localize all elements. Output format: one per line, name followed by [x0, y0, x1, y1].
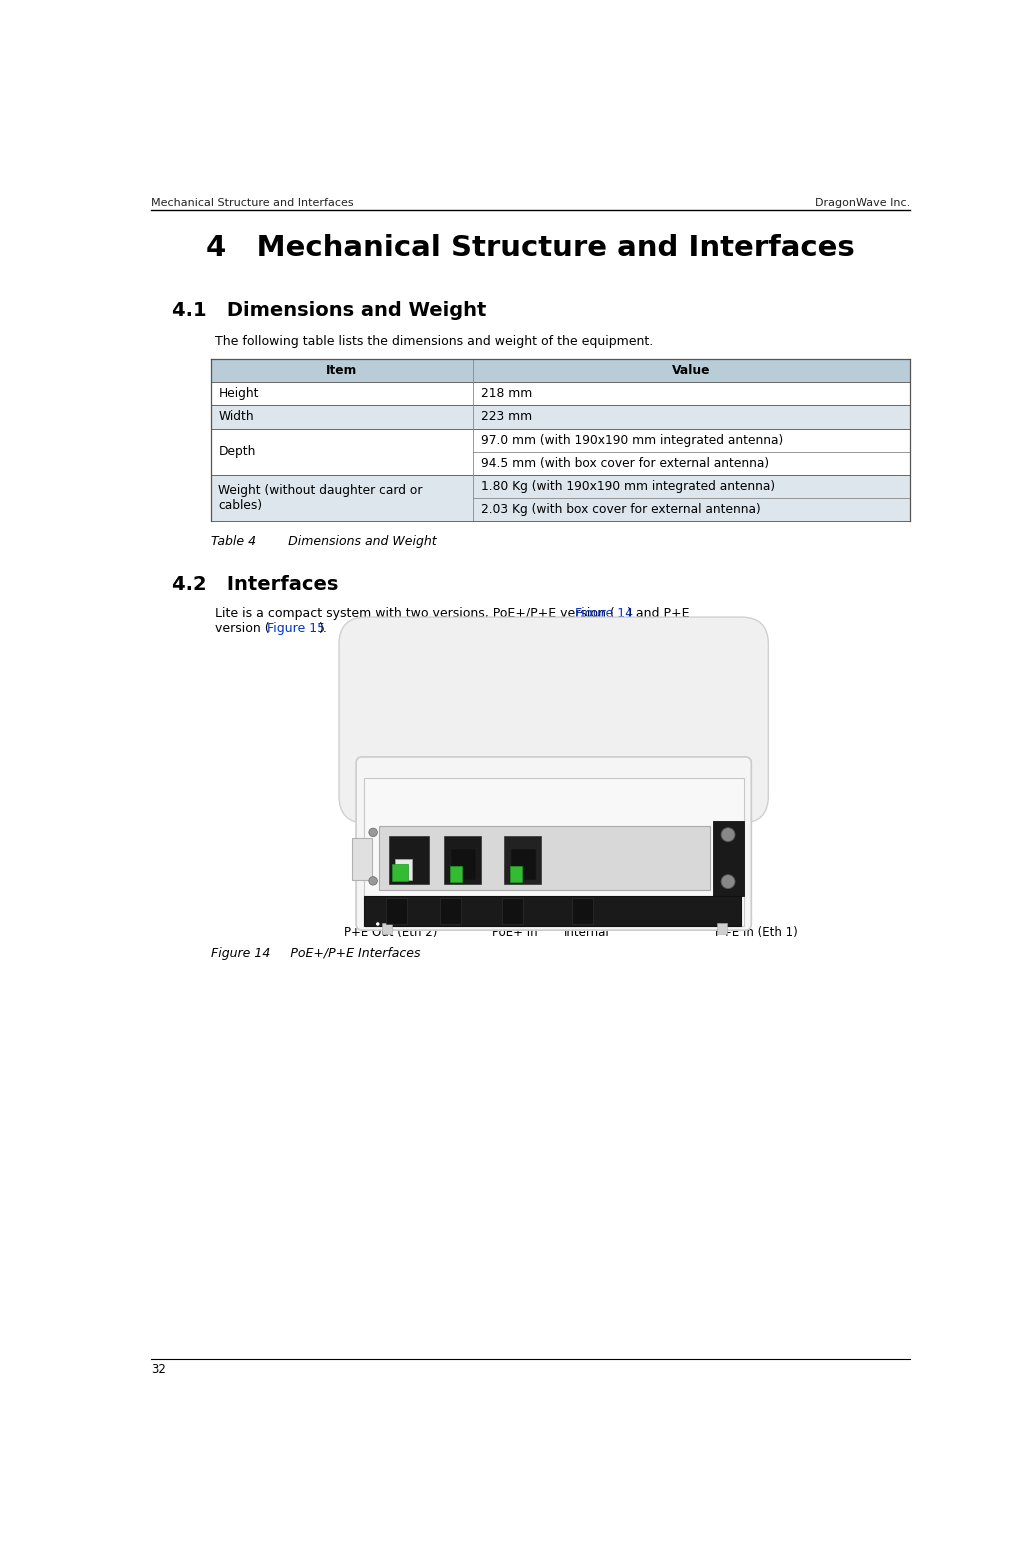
Bar — [382, 923, 391, 934]
Text: version (: version ( — [214, 622, 269, 635]
Text: Table 4        Dimensions and Weight: Table 4 Dimensions and Weight — [211, 535, 437, 548]
Bar — [379, 826, 710, 890]
Bar — [511, 850, 536, 881]
Bar — [364, 896, 741, 926]
Text: Width: Width — [218, 411, 255, 423]
Text: Lite is a compact system with two versions, PoE+/P+E version (: Lite is a compact system with two versio… — [214, 607, 615, 621]
Text: Value: Value — [672, 364, 711, 377]
Bar — [444, 836, 481, 884]
Text: 97.0 mm (with 190x190 mm integrated antenna): 97.0 mm (with 190x190 mm integrated ante… — [480, 434, 782, 447]
Text: 4.1   Dimensions and Weight: 4.1 Dimensions and Weight — [172, 300, 486, 319]
Circle shape — [376, 921, 380, 926]
Text: P+E Out (Eth 2): P+E Out (Eth 2) — [345, 926, 438, 938]
Bar — [509, 867, 522, 882]
Text: Figure 14     PoE+/P+E Interfaces: Figure 14 PoE+/P+E Interfaces — [211, 948, 420, 960]
Bar — [211, 428, 910, 475]
Circle shape — [721, 874, 735, 888]
Text: ) and P+E: ) and P+E — [627, 607, 689, 621]
Text: 1.80 Kg (with 190x190 mm integrated antenna): 1.80 Kg (with 190x190 mm integrated ante… — [480, 479, 775, 493]
Bar — [394, 859, 412, 881]
Bar — [364, 778, 743, 926]
Bar — [450, 867, 463, 882]
Text: 32: 32 — [151, 1363, 166, 1376]
Bar — [211, 406, 910, 428]
Text: PoE+ In: PoE+ In — [492, 926, 538, 938]
Bar — [392, 864, 408, 881]
FancyBboxPatch shape — [356, 756, 751, 930]
Text: Mechanical Structure and Interfaces: Mechanical Structure and Interfaces — [151, 198, 354, 209]
Bar — [211, 359, 910, 383]
Bar — [504, 836, 540, 884]
Text: Item: Item — [326, 364, 357, 377]
FancyBboxPatch shape — [339, 618, 768, 823]
Bar — [502, 898, 524, 924]
Bar — [211, 475, 910, 521]
Bar — [352, 837, 372, 881]
Text: Internal: Internal — [564, 926, 610, 938]
Bar — [385, 898, 407, 924]
Text: 4.2   Interfaces: 4.2 Interfaces — [172, 574, 338, 594]
Text: Figure 14: Figure 14 — [575, 607, 633, 621]
Bar — [211, 383, 910, 406]
Bar — [451, 850, 476, 881]
Text: P+E In (Eth 1): P+E In (Eth 1) — [715, 926, 798, 938]
Circle shape — [368, 876, 378, 885]
Text: 4   Mechanical Structure and Interfaces: 4 Mechanical Structure and Interfaces — [206, 235, 855, 263]
Text: 218 mm: 218 mm — [480, 387, 532, 400]
Text: The following table lists the dimensions and weight of the equipment.: The following table lists the dimensions… — [214, 335, 653, 347]
Text: 94.5 mm (with box cover for external antenna): 94.5 mm (with box cover for external ant… — [480, 456, 769, 470]
Text: Figure 15: Figure 15 — [267, 622, 325, 635]
Text: Height: Height — [218, 387, 259, 400]
Text: Weight (without daughter card or
cables): Weight (without daughter card or cables) — [218, 484, 423, 512]
Text: Depth: Depth — [218, 445, 256, 457]
Text: 2.03 Kg (with box cover for external antenna): 2.03 Kg (with box cover for external ant… — [480, 503, 761, 517]
Circle shape — [721, 828, 735, 842]
Circle shape — [368, 828, 378, 837]
Bar — [571, 898, 593, 924]
Text: DragonWave Inc.: DragonWave Inc. — [815, 198, 910, 209]
Text: 223 mm: 223 mm — [480, 411, 532, 423]
Bar — [712, 822, 743, 896]
Bar — [717, 923, 727, 934]
Bar — [388, 836, 428, 884]
Bar — [440, 898, 462, 924]
Text: ).: ). — [319, 622, 328, 635]
